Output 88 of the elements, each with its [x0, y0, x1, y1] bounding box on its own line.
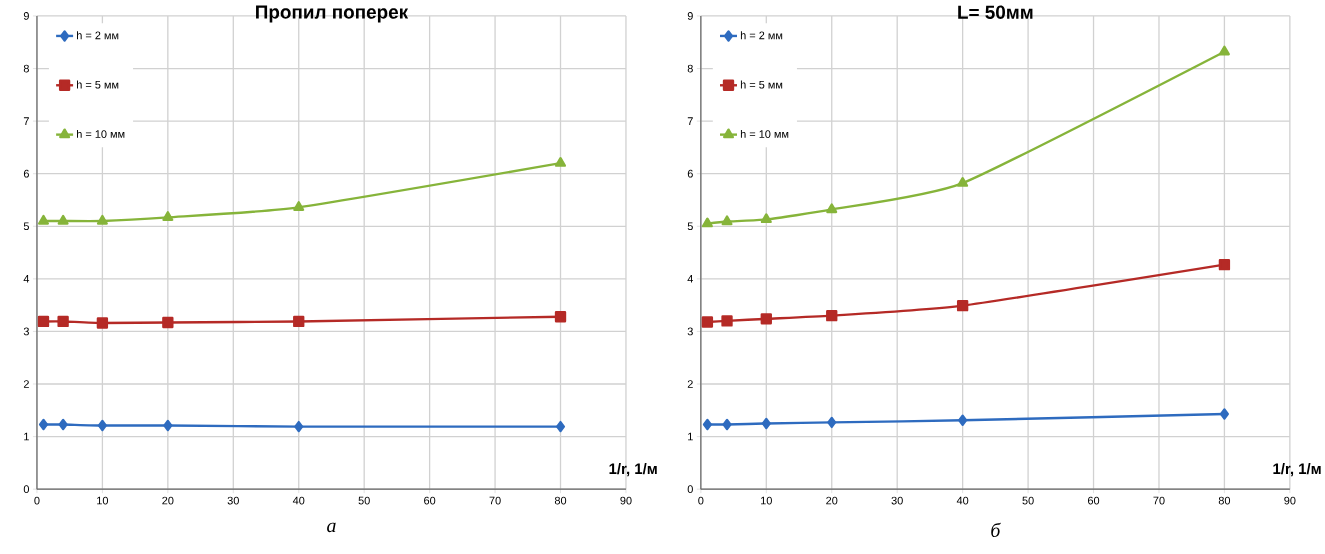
x-axis-title: 1/r, 1/м — [609, 463, 657, 477]
point — [293, 201, 305, 211]
legend-label: h = 10 мм — [740, 129, 789, 138]
text: а — [327, 522, 336, 533]
y-tick-label: 0 — [687, 485, 693, 494]
x-tick-label: 0 — [34, 496, 40, 505]
point — [826, 203, 838, 214]
legend-label: h = 5 мм — [77, 80, 119, 89]
point — [58, 418, 68, 431]
point — [555, 420, 566, 433]
legend-label: h = 2 мм — [77, 31, 119, 40]
x-tick-label: 40 — [292, 496, 305, 505]
y-tick-label: 1 — [24, 432, 29, 441]
point — [293, 315, 305, 328]
point — [97, 419, 107, 432]
point — [294, 420, 304, 433]
x-tick-label: 40 — [956, 496, 969, 505]
point — [701, 217, 713, 228]
y-tick-label: 5 — [23, 222, 29, 231]
point — [760, 213, 772, 224]
y-tick-label: 0 — [23, 485, 30, 494]
point — [96, 214, 108, 225]
point — [722, 418, 732, 431]
point — [37, 315, 50, 328]
y-tick-label: 2 — [23, 380, 29, 388]
x-tick-label: 0 — [698, 496, 704, 505]
x-tick-label: 60 — [1088, 496, 1100, 505]
point — [957, 176, 969, 187]
point — [57, 214, 69, 225]
chart-title: Пропил поперек — [256, 5, 409, 23]
x-tick-label: 60 — [424, 496, 436, 505]
y-tick-label: 7 — [687, 117, 693, 125]
y-tick-label: 6 — [687, 169, 693, 178]
x-tick-label: 70 — [1153, 496, 1165, 505]
point — [555, 156, 567, 167]
legend-label: h = 5 мм — [740, 80, 783, 89]
x-tick-label: 30 — [891, 496, 903, 505]
x-tick-label: 50 — [358, 496, 370, 505]
text: б — [991, 522, 1001, 538]
x-tick-label: 80 — [1218, 496, 1231, 505]
point — [96, 317, 109, 329]
point — [827, 416, 837, 429]
y-tick-label: 5 — [687, 222, 693, 231]
point — [1219, 408, 1229, 420]
x-tick-label: 30 — [227, 496, 239, 505]
x-tick-label: 90 — [1284, 496, 1296, 505]
point — [701, 316, 714, 328]
legend-label: h = 10 мм — [77, 129, 125, 138]
point — [702, 418, 712, 431]
y-tick-label: 8 — [687, 64, 693, 73]
y-tick-label: 3 — [687, 327, 693, 336]
y-tick-label: 4 — [23, 275, 30, 283]
y-tick-label: 3 — [23, 327, 29, 336]
point — [826, 309, 838, 322]
y-tick-label: 4 — [687, 275, 694, 283]
y-tick-label: 9 — [687, 12, 693, 20]
y-tick-label: 2 — [687, 380, 693, 388]
point — [554, 311, 567, 323]
point — [958, 414, 968, 426]
point — [1218, 45, 1230, 56]
x-tick-label: 10 — [761, 496, 772, 505]
point — [760, 313, 772, 325]
point — [162, 316, 174, 329]
point — [38, 418, 49, 431]
y-tick-label: 9 — [23, 12, 29, 20]
point — [57, 315, 69, 328]
y-tick-label: 6 — [23, 169, 29, 178]
y-tick-label: 1 — [688, 432, 693, 441]
point — [956, 299, 969, 312]
y-tick-label: 7 — [23, 117, 29, 125]
legend-label: h = 2 мм — [740, 31, 783, 40]
point — [1218, 258, 1231, 271]
point — [721, 315, 733, 327]
chart-title: L= 50мм — [958, 5, 1033, 19]
x-tick-label: 90 — [620, 496, 632, 505]
point — [37, 214, 50, 225]
x-tick-label: 70 — [489, 496, 501, 505]
point — [163, 419, 173, 432]
x-tick-label: 10 — [97, 496, 109, 505]
x-axis-title: 1/r, 1/м — [1273, 463, 1321, 477]
point — [761, 417, 771, 430]
x-tick-label: 20 — [162, 496, 174, 505]
x-tick-label: 80 — [554, 496, 567, 505]
x-tick-label: 20 — [826, 496, 838, 505]
x-tick-label: 50 — [1022, 496, 1034, 505]
point — [721, 215, 733, 226]
point — [162, 211, 174, 221]
y-tick-label: 8 — [23, 64, 29, 73]
